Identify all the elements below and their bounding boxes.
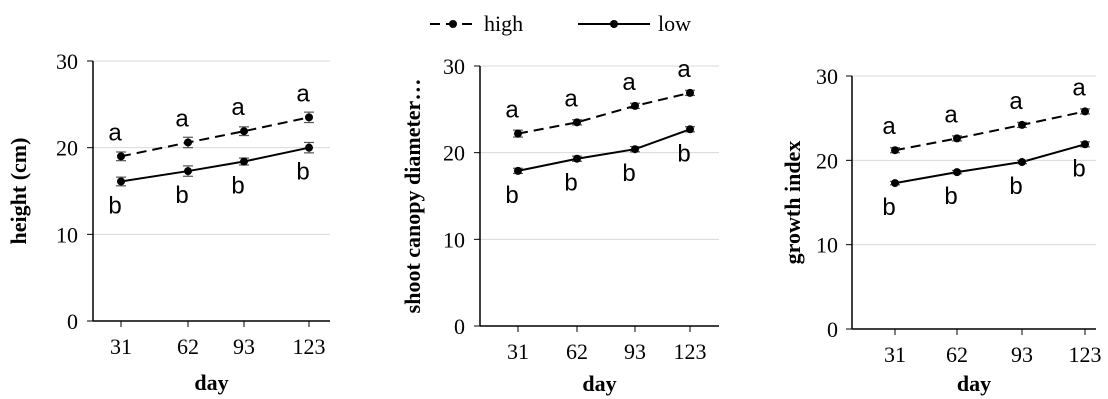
x-tick-label: 93 bbox=[624, 339, 646, 364]
point-high bbox=[1081, 107, 1089, 116]
point-low bbox=[631, 145, 639, 154]
legend-low-label: low bbox=[658, 11, 691, 36]
significance-letter: b bbox=[944, 183, 957, 210]
x-tick-label: 123 bbox=[1069, 342, 1102, 367]
series-line-high bbox=[120, 116, 310, 158]
y-tick-label: 10 bbox=[443, 227, 465, 252]
y-tick-label: 0 bbox=[454, 314, 465, 339]
x-tick-label: 31 bbox=[507, 339, 529, 364]
y-tick-label: 10 bbox=[56, 222, 78, 247]
significance-letter: a bbox=[296, 80, 310, 107]
series-line-low bbox=[517, 128, 691, 172]
x-tick-label: 62 bbox=[177, 334, 199, 359]
y-tick-label: 30 bbox=[816, 64, 838, 89]
chart-panel-2: 0 10 20 30 31 62 93 123 day shoot canopy diameter… bbox=[400, 54, 719, 396]
y-tick-label: 20 bbox=[56, 136, 78, 161]
y-tick-label: 20 bbox=[443, 141, 465, 166]
point-low bbox=[686, 125, 694, 134]
point-low bbox=[573, 154, 581, 163]
chart-panel-1: 0 10 20 30 31 62 93 123 day height (cm) a a a a b b b b bbox=[6, 49, 330, 395]
point-high bbox=[305, 113, 313, 122]
y-tick-label: 20 bbox=[816, 148, 838, 173]
point-high bbox=[686, 88, 694, 97]
x-tick-label: 62 bbox=[566, 339, 588, 364]
x-tick-label: 31 bbox=[884, 342, 906, 367]
legend-high-marker bbox=[449, 20, 457, 28]
significance-letter: a bbox=[1009, 88, 1023, 115]
point-low bbox=[891, 179, 899, 188]
point-high bbox=[891, 146, 899, 155]
point-high bbox=[953, 134, 961, 143]
significance-letter: b bbox=[1072, 155, 1085, 182]
significance-letter: a bbox=[564, 85, 578, 112]
point-low bbox=[953, 168, 961, 177]
significance-letter: a bbox=[231, 94, 245, 121]
x-axis-title: day bbox=[194, 370, 228, 395]
y-axis-title: height (cm) bbox=[6, 138, 31, 245]
significance-letter: b bbox=[1009, 173, 1022, 200]
x-axis-title: day bbox=[582, 371, 616, 396]
significance-letter: b bbox=[882, 194, 895, 221]
x-tick-label: 93 bbox=[1011, 342, 1033, 367]
x-axis-title: day bbox=[957, 371, 991, 396]
significance-letter: b bbox=[231, 173, 244, 200]
significance-letter: b bbox=[505, 182, 518, 209]
point-high bbox=[117, 152, 125, 161]
chart-panel-3: 0 10 20 30 31 62 93 123 day growth index a a a a b b b b bbox=[780, 64, 1102, 396]
point-low bbox=[305, 143, 313, 152]
x-tick-label: 123 bbox=[293, 334, 326, 359]
legend-low-marker bbox=[610, 20, 618, 28]
series-line-high bbox=[894, 110, 1086, 152]
y-tick-label: 10 bbox=[816, 233, 838, 258]
significance-letter: b bbox=[622, 160, 635, 187]
point-high bbox=[184, 138, 192, 147]
significance-letter: b bbox=[677, 140, 690, 167]
significance-letter: a bbox=[944, 101, 958, 128]
point-low bbox=[184, 167, 192, 176]
x-tick-label: 31 bbox=[110, 334, 132, 359]
y-tick-label: 30 bbox=[56, 49, 78, 74]
significance-letter: a bbox=[677, 56, 691, 83]
series-line-high bbox=[517, 91, 691, 135]
point-low bbox=[1081, 140, 1089, 149]
y-tick-label: 0 bbox=[827, 317, 838, 342]
y-axis-title: growth index bbox=[780, 141, 805, 265]
y-tick-label: 30 bbox=[443, 54, 465, 79]
significance-letter: a bbox=[1072, 74, 1086, 101]
point-high bbox=[1018, 120, 1026, 129]
significance-letter: a bbox=[108, 119, 122, 146]
point-low bbox=[240, 157, 248, 166]
series-line-low bbox=[120, 146, 310, 183]
point-low bbox=[1018, 158, 1026, 167]
significance-letter: a bbox=[622, 69, 636, 96]
point-high bbox=[631, 101, 639, 110]
point-high bbox=[514, 129, 522, 138]
y-axis-title: shoot canopy diameter… bbox=[400, 79, 425, 314]
x-tick-label: 93 bbox=[233, 334, 255, 359]
point-high bbox=[573, 118, 581, 127]
x-tick-label: 123 bbox=[674, 339, 707, 364]
point-low bbox=[117, 177, 125, 186]
series-line-low bbox=[894, 143, 1086, 185]
point-low bbox=[514, 166, 522, 175]
significance-letter: b bbox=[175, 182, 188, 209]
significance-letter: b bbox=[564, 170, 577, 197]
legend-high-label: high bbox=[484, 11, 523, 36]
significance-letter: b bbox=[296, 159, 309, 186]
significance-letter: a bbox=[175, 105, 189, 132]
point-high bbox=[240, 127, 248, 136]
y-tick-label: 0 bbox=[67, 309, 78, 334]
legend: high low bbox=[430, 11, 691, 36]
significance-letter: a bbox=[882, 113, 896, 140]
significance-letter: a bbox=[505, 97, 519, 124]
significance-letter: b bbox=[108, 192, 121, 219]
x-tick-label: 62 bbox=[946, 342, 968, 367]
